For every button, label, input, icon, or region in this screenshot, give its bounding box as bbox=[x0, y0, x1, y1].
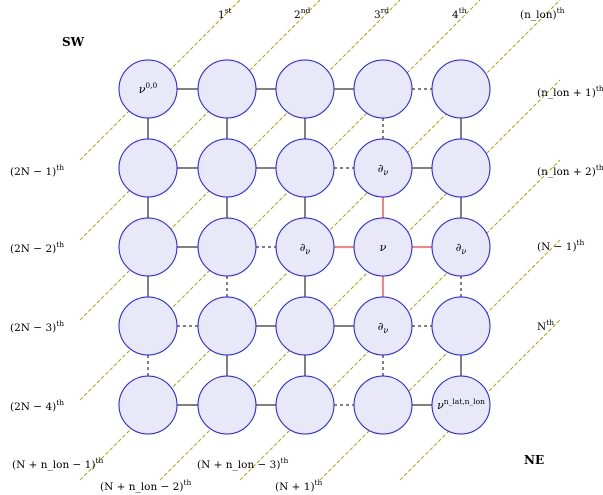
diagonal-label-nlon1: (n_lon + 1)th bbox=[537, 84, 603, 99]
grid-node bbox=[118, 59, 178, 119]
grid-node bbox=[431, 217, 491, 277]
diagonal-label-nlon: (n_lon)th bbox=[520, 6, 565, 21]
grid-node bbox=[431, 296, 491, 356]
diagonal-label-Nnlon1: (N + n_lon − 1)th bbox=[12, 456, 103, 471]
grid-node-label: ν0,0 bbox=[139, 81, 158, 96]
grid-node bbox=[275, 375, 335, 435]
corner-label-sw: SW bbox=[62, 35, 85, 49]
grid-edges bbox=[147, 88, 462, 406]
diagonal-label-nlon2: (n_lon + 2)th bbox=[537, 163, 603, 178]
grid-node bbox=[431, 375, 491, 435]
diagonal-label-N1: (N − 1)th bbox=[537, 238, 585, 253]
grid-node bbox=[197, 138, 257, 198]
diagonal-labels: 1st 2nd 3rd 4th (n_lon)th (n_lon + 1)th (n_lon… bbox=[10, 6, 603, 493]
grid-node bbox=[353, 296, 413, 356]
grid-node bbox=[275, 296, 335, 356]
grid-node bbox=[197, 59, 257, 119]
grid-node bbox=[431, 138, 491, 198]
grid-node bbox=[353, 138, 413, 198]
grid-node bbox=[118, 138, 178, 198]
grid-node-label: ∂ν bbox=[378, 320, 389, 335]
grid-node bbox=[197, 375, 257, 435]
grid-node bbox=[197, 296, 257, 356]
corner-label-ne: NE bbox=[524, 453, 544, 467]
diagonal-label-4th: 4th bbox=[452, 6, 467, 21]
grid-node bbox=[275, 138, 335, 198]
diagonal-line bbox=[319, 239, 561, 481]
diagonal-label-Nnlon3: (N + n_lon − 3)th bbox=[197, 456, 288, 471]
grid-node bbox=[118, 375, 178, 435]
grid-nodes: ν0,0 ∂ν ∂ν ν ∂ν ∂ν νn_lat,n_lon bbox=[118, 59, 491, 435]
diagonal-line bbox=[79, 0, 481, 401]
diagonal-line bbox=[79, 0, 321, 241]
diagonal-label-1st: 1st bbox=[218, 6, 232, 21]
diagonal-label-Np1: (N + 1)th bbox=[275, 478, 323, 493]
diagonal-line bbox=[399, 319, 561, 481]
grid-node-label: ∂ν bbox=[456, 241, 467, 256]
grid-node bbox=[118, 217, 178, 277]
grid-node-label: ν bbox=[380, 241, 387, 254]
grid-node bbox=[431, 59, 491, 119]
diagonal-label-2N3: (2N − 3)th bbox=[10, 319, 64, 334]
diagonal-label-Nnlon2: (N + n_lon − 2)th bbox=[100, 478, 191, 493]
grid-node bbox=[118, 296, 178, 356]
grid-node-label: ∂ν bbox=[378, 162, 389, 177]
grid-node bbox=[353, 59, 413, 119]
diagonal-line bbox=[159, 79, 561, 481]
grid-node bbox=[353, 217, 413, 277]
diagonal-label-3rd: 3rd bbox=[374, 6, 389, 21]
grid-node-label: ∂ν bbox=[300, 241, 311, 256]
diagonal-line bbox=[79, 0, 241, 161]
grid-node-label: νn_lat,n_lon bbox=[437, 397, 485, 412]
grid-node bbox=[275, 217, 335, 277]
diagonal-label-N: Nth bbox=[537, 318, 554, 333]
diagonal-label-2N1: (2N − 1)th bbox=[10, 163, 64, 178]
diagonal-label-2N2: (2N − 2)th bbox=[10, 240, 64, 255]
grid-node bbox=[197, 217, 257, 277]
grid-node bbox=[353, 375, 413, 435]
grid-node bbox=[275, 59, 335, 119]
diagonal-label-2nd: 2nd bbox=[294, 6, 311, 21]
diagonal-label-2N4: (2N − 4)th bbox=[10, 398, 64, 413]
